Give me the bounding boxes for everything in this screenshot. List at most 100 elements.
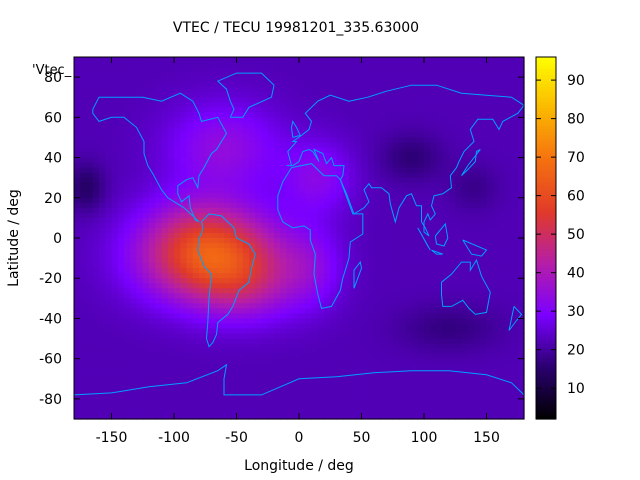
heatmap-cell: [374, 253, 381, 259]
heatmap-cell: [342, 202, 350, 209]
heatmap-cell: [467, 263, 475, 269]
heatmap-cell: [324, 232, 331, 239]
heatmap-cell: [136, 217, 144, 224]
heatmap-cell: [192, 107, 200, 113]
heatmap-cell: [230, 308, 238, 315]
heatmap-cell: [124, 212, 131, 219]
heatmap-cell: [436, 202, 444, 209]
heatmap-cell: [111, 273, 119, 279]
heatmap-cell: [324, 243, 331, 249]
heatmap-cell: [86, 172, 94, 179]
heatmap-cell: [417, 137, 425, 144]
heatmap-cell: [155, 112, 163, 118]
heatmap-cell: [230, 212, 238, 219]
heatmap-cell: [299, 72, 306, 78]
heatmap-cell: [192, 87, 200, 93]
heatmap-cell: [386, 363, 394, 370]
heatmap-cell: [105, 358, 113, 365]
heatmap-cell: [417, 142, 425, 149]
heatmap-cell: [136, 232, 144, 239]
heatmap-cell: [405, 207, 413, 214]
heatmap-cell: [336, 67, 344, 73]
heatmap-cell: [499, 167, 506, 174]
heatmap-cell: [467, 353, 475, 360]
heatmap-cell: [261, 283, 269, 289]
heatmap-cell: [92, 177, 100, 184]
heatmap-cell: [155, 398, 163, 405]
heatmap-cell: [324, 167, 331, 174]
heatmap-cell: [324, 383, 331, 390]
heatmap-cell: [499, 147, 506, 154]
heatmap-cell: [255, 57, 263, 63]
heatmap-cell: [361, 192, 369, 199]
heatmap-cell: [417, 122, 425, 128]
heatmap-cell: [492, 177, 500, 184]
heatmap-cell: [461, 227, 469, 234]
heatmap-cell: [380, 308, 388, 315]
heatmap-cell: [267, 57, 275, 63]
heatmap-cell: [174, 227, 181, 234]
heatmap-cell: [392, 167, 400, 174]
heatmap-cell: [317, 388, 325, 395]
heatmap-cell: [505, 288, 513, 294]
heatmap-cell: [442, 72, 450, 78]
heatmap-cell: [461, 142, 469, 149]
heatmap-cell: [299, 243, 306, 249]
heatmap-cell: [180, 378, 188, 385]
heatmap-cell: [192, 273, 200, 279]
heatmap-cell: [92, 172, 100, 179]
heatmap-cell: [236, 177, 244, 184]
heatmap-cell: [111, 222, 119, 229]
heatmap-cell: [436, 323, 444, 330]
heatmap-cell: [161, 338, 169, 345]
heatmap-cell: [492, 197, 500, 204]
heatmap-cell: [174, 62, 181, 68]
heatmap-cell: [367, 197, 375, 204]
heatmap-cell: [436, 67, 444, 73]
heatmap-cell: [224, 348, 231, 355]
heatmap-cell: [111, 363, 119, 370]
heatmap-cell: [261, 318, 269, 325]
heatmap-cell: [311, 283, 319, 289]
heatmap-cell: [449, 177, 456, 184]
heatmap-cell: [499, 258, 506, 264]
heatmap-cell: [405, 87, 413, 93]
heatmap-cell: [336, 127, 344, 134]
heatmap-cell: [336, 383, 344, 390]
heatmap-cell: [480, 288, 488, 294]
heatmap-cell: [486, 77, 494, 83]
heatmap-cell: [267, 192, 275, 199]
heatmap-cell: [280, 162, 288, 169]
heatmap-cell: [349, 92, 356, 98]
heatmap-cell: [386, 102, 394, 108]
heatmap-cell: [480, 72, 488, 78]
heatmap-cell: [111, 368, 119, 375]
heatmap-cell: [436, 132, 444, 139]
heatmap-cell: [505, 82, 513, 88]
heatmap-cell: [286, 132, 294, 139]
heatmap-cell: [467, 117, 475, 123]
heatmap-cell: [111, 348, 119, 355]
heatmap-cell: [442, 358, 450, 365]
heatmap-cell: [511, 288, 519, 294]
heatmap-cell: [117, 87, 125, 93]
heatmap-cell: [461, 318, 469, 325]
heatmap-cell: [99, 222, 106, 229]
heatmap-cell: [399, 212, 406, 219]
heatmap-cell: [117, 162, 125, 169]
heatmap-cell: [192, 157, 200, 164]
heatmap-cell: [236, 263, 244, 269]
heatmap-cell: [111, 308, 119, 315]
heatmap-cell: [292, 398, 300, 405]
heatmap-cell: [342, 358, 350, 365]
heatmap-cell: [430, 298, 438, 304]
heatmap-cell: [267, 283, 275, 289]
heatmap-cell: [155, 348, 163, 355]
heatmap-cell: [192, 77, 200, 83]
heatmap-cell: [280, 293, 288, 299]
heatmap-cell: [180, 348, 188, 355]
heatmap-cell: [274, 102, 281, 108]
heatmap-cell: [167, 263, 175, 269]
heatmap-cell: [130, 187, 138, 194]
heatmap-cell: [455, 323, 463, 330]
